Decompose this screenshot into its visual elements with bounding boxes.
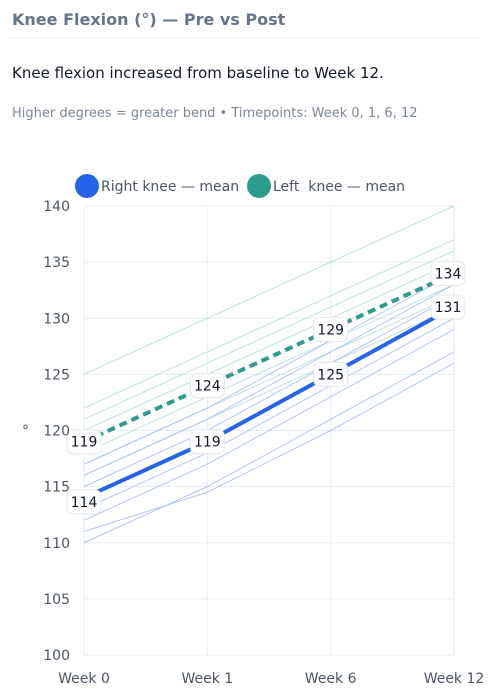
x-tick-label: Week 12: [424, 671, 485, 687]
legend-item-left[interactable]: Left knee — mean: [247, 174, 405, 198]
y-tick-label: 135: [43, 255, 70, 271]
x-tick-label: Week 1: [181, 671, 233, 687]
legend-swatch-left: [247, 174, 271, 198]
series-line-left: [83, 271, 455, 444]
data-label-text: 125: [317, 367, 344, 383]
data-label: 114: [66, 489, 102, 515]
individual-line-right: [83, 362, 455, 533]
individual-line-right: [83, 317, 455, 510]
individual-line-right: [83, 272, 455, 465]
data-label: 129: [313, 316, 349, 342]
y-tick-label: 110: [43, 536, 70, 552]
individual-line-left: [83, 284, 455, 454]
card-title: Knee Flexion (°) — Pre vs Post: [12, 10, 286, 29]
legend-label-left: Left knee — mean: [273, 179, 405, 195]
x-tick-label: Week 0: [58, 671, 110, 687]
data-label: 125: [313, 361, 349, 387]
individual-line-right: [83, 295, 455, 488]
x-tick-label: Week 6: [305, 671, 357, 687]
data-label-text: 131: [435, 300, 462, 316]
y-tick-label: 100: [43, 648, 70, 664]
individual-line-right: [83, 284, 455, 476]
data-label-box: [66, 429, 102, 455]
individual-line-left: [83, 261, 455, 431]
legend: Right knee — mean Left knee — mean: [75, 174, 405, 198]
data-label-box: [313, 316, 349, 342]
data-label-box: [430, 260, 466, 286]
y-tick-label: 130: [43, 311, 70, 327]
y-tick-label: 140: [43, 199, 70, 215]
data-labels: 114 119 125 131 119 124 129 134: [66, 260, 466, 515]
data-label-text: 129: [317, 322, 344, 338]
legend-swatch-right: [75, 174, 99, 198]
y-tick-label: 120: [43, 424, 70, 440]
data-label-box: [430, 294, 466, 320]
y-tick-label: 115: [43, 480, 70, 496]
data-label-box: [313, 361, 349, 387]
individual-line-right: [83, 351, 455, 544]
chart-headline: Knee flexion increased from baseline to …: [12, 64, 384, 82]
data-label-text: 119: [194, 435, 221, 451]
knee-flexion-chart: 114 119 125 131 119 124 129 134 100 105 110 115 120…: [22, 174, 484, 687]
data-label-text: 124: [194, 379, 221, 395]
chart-subtitle: Higher degrees = greater bend • Timepoin…: [12, 106, 418, 121]
individual-lines: [83, 205, 455, 544]
data-label-text: 119: [71, 435, 98, 451]
series-lines: [83, 271, 455, 500]
y-tick-label: 105: [43, 592, 70, 608]
y-tick-label: 125: [43, 367, 70, 383]
data-label-box: [189, 373, 225, 399]
data-label-text: 114: [71, 495, 98, 511]
x-axis-ticks: Week 0 Week 1 Week 6 Week 12: [58, 671, 484, 687]
data-label: 119: [66, 429, 102, 455]
individual-line-left: [83, 239, 455, 409]
data-label: 124: [189, 373, 225, 399]
individual-line-right: [83, 329, 455, 521]
data-label-box: [66, 489, 102, 515]
data-label: 119: [189, 429, 225, 455]
data-label: 134: [430, 260, 466, 286]
series-line-right: [83, 305, 455, 500]
data-label: 131: [430, 294, 466, 320]
y-axis-ticks: 100 105 110 115 120 125 130 135 140: [43, 199, 70, 664]
y-axis-label: °: [22, 423, 29, 439]
data-label-text: 134: [435, 266, 462, 282]
individual-line-left: [83, 205, 455, 375]
data-label-box: [189, 429, 225, 455]
individual-line-left: [83, 250, 455, 420]
title-divider: [8, 37, 480, 38]
legend-label-right: Right knee — mean: [101, 179, 239, 195]
legend-item-right[interactable]: Right knee — mean: [75, 174, 239, 198]
